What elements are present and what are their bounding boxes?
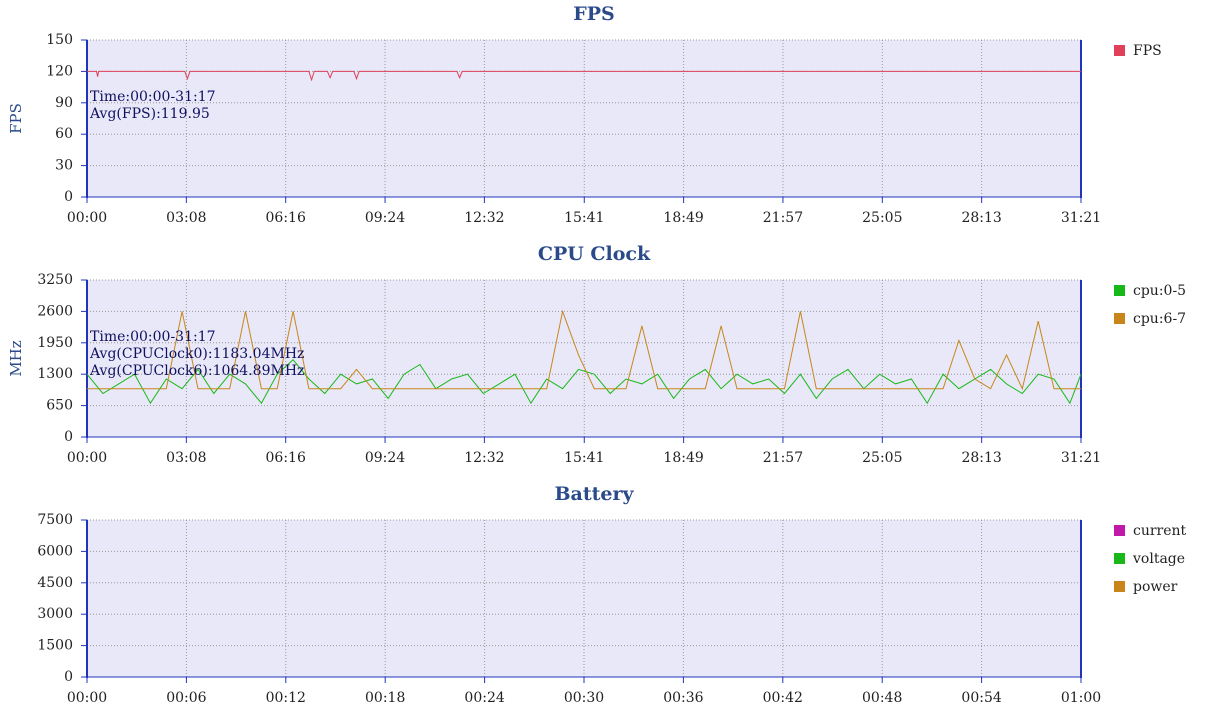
y-tick-label: 2600: [37, 303, 73, 319]
legend-swatch: [1114, 581, 1125, 592]
x-tick-label: 00:36: [663, 690, 703, 706]
annotation: Avg(FPS):119.95: [89, 106, 210, 122]
annotation: Time:00:00-31:17: [90, 89, 216, 105]
y-tick-label: 7500: [37, 512, 73, 528]
x-tick-label: 00:54: [961, 690, 1001, 706]
x-tick-label: 15:41: [564, 210, 604, 226]
y-tick-label: 4500: [37, 575, 73, 591]
x-tick-label: 00:48: [862, 690, 902, 706]
y-tick-label: 30: [55, 158, 73, 174]
x-tick-label: 15:41: [564, 450, 604, 466]
series-line: [87, 70, 1081, 82]
legend-swatch: [1114, 285, 1125, 296]
chart-title: FPS: [573, 3, 615, 25]
x-tick-label: 00:06: [166, 690, 206, 706]
series-line: [87, 309, 1081, 391]
y-tick-label: 3000: [37, 606, 73, 622]
legend-swatch: [1114, 45, 1125, 56]
y-tick-label: 1500: [37, 638, 73, 654]
annotation: Avg(CPUClock0):1183.04MHz: [89, 346, 304, 362]
x-tick-label: 00:00: [67, 690, 107, 706]
x-tick-label: 00:30: [564, 690, 604, 706]
x-tick-label: 12:32: [464, 450, 504, 466]
x-tick-label: 00:18: [365, 690, 405, 706]
x-tick-label: 12:32: [464, 210, 504, 226]
legend-label: voltage: [1132, 551, 1185, 567]
y-tick-label: 6000: [37, 543, 73, 559]
x-tick-label: 09:24: [365, 450, 405, 466]
x-tick-label: 25:05: [862, 450, 902, 466]
x-tick-label: 03:08: [166, 210, 206, 226]
x-tick-label: 31:21: [1061, 210, 1101, 226]
legend-swatch: [1114, 553, 1125, 564]
y-tick-label: 1950: [37, 335, 73, 351]
y-tick-label: 0: [64, 429, 73, 445]
legend-label: cpu:0-5: [1133, 283, 1186, 299]
legend-label: FPS: [1133, 43, 1162, 59]
x-tick-label: 18:49: [663, 210, 703, 226]
legend-label: current: [1133, 523, 1187, 539]
y-tick-label: 3250: [37, 272, 73, 288]
x-tick-label: 21:57: [763, 450, 803, 466]
y-tick-label: 150: [46, 32, 73, 48]
x-tick-label: 06:16: [266, 450, 306, 466]
legend-swatch: [1114, 313, 1125, 324]
annotation: Avg(CPUClock6):1064.89MHz: [89, 363, 304, 379]
legend-label: cpu:6-7: [1133, 311, 1186, 327]
x-tick-label: 18:49: [663, 450, 703, 466]
x-tick-label: 03:08: [166, 450, 206, 466]
y-tick-label: 90: [55, 95, 73, 111]
y-tick-label: 650: [46, 398, 73, 414]
y-tick-label: 1300: [37, 366, 73, 382]
chart-title: CPU Clock: [538, 243, 651, 265]
chart-title: Battery: [554, 483, 634, 505]
x-tick-label: 31:21: [1061, 450, 1101, 466]
x-tick-label: 00:24: [464, 690, 504, 706]
y-axis-label: FPS: [7, 103, 25, 134]
x-tick-label: 00:42: [763, 690, 803, 706]
x-tick-label: 00:00: [67, 450, 107, 466]
y-tick-label: 120: [46, 63, 73, 79]
x-tick-label: 25:05: [862, 210, 902, 226]
y-tick-label: 0: [64, 669, 73, 685]
x-tick-label: 00:00: [67, 210, 107, 226]
x-tick-label: 06:16: [266, 210, 306, 226]
y-axis-label: MHz: [7, 340, 25, 376]
y-tick-label: 0: [64, 189, 73, 205]
x-tick-label: 00:12: [266, 690, 306, 706]
x-tick-label: 21:57: [763, 210, 803, 226]
x-tick-label: 09:24: [365, 210, 405, 226]
x-tick-label: 28:13: [961, 210, 1001, 226]
x-tick-label: 01:00: [1061, 690, 1101, 706]
annotation: Time:00:00-31:17: [90, 329, 216, 345]
legend-swatch: [1114, 525, 1125, 536]
legend-label: power: [1133, 579, 1178, 595]
y-tick-label: 60: [55, 126, 73, 142]
x-tick-label: 28:13: [961, 450, 1001, 466]
